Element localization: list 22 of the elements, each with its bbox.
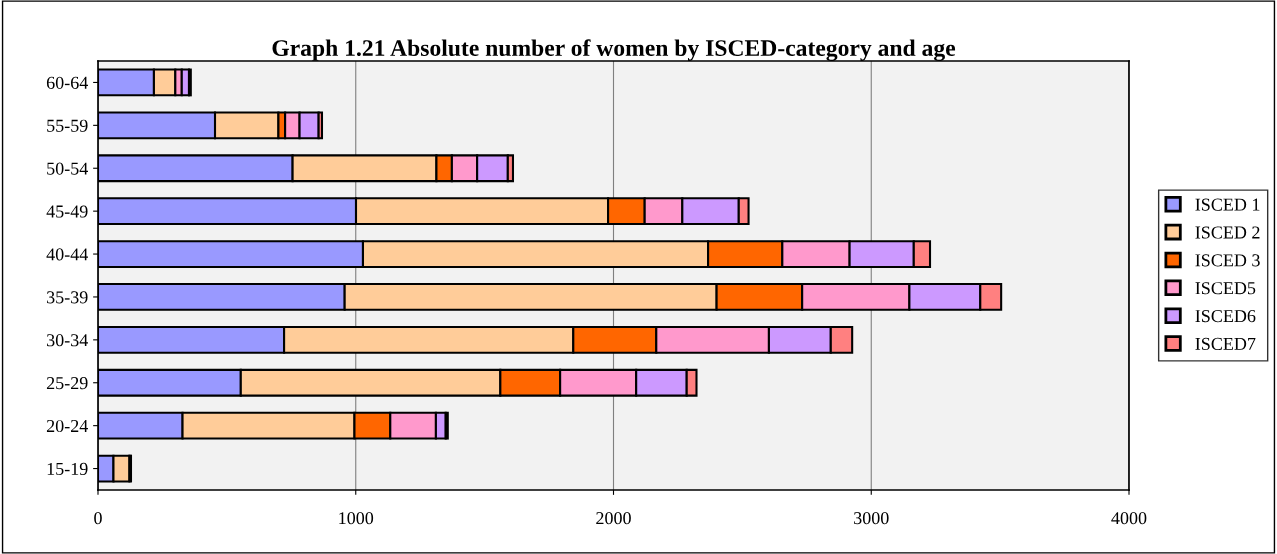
y-tick-label: 50-54 xyxy=(47,162,88,175)
legend-label: ISCED6 xyxy=(1195,310,1256,323)
y-tick-label: 15-19 xyxy=(47,462,88,475)
y-tick-label: 40-44 xyxy=(46,248,88,261)
x-tick-label: 2000 xyxy=(596,512,631,525)
legend-label: ISCED 2 xyxy=(1195,226,1260,239)
chart-title: Graph 1.21 Absolute number of women by ISCED-category and age xyxy=(272,39,956,61)
legend-label: ISCED7 xyxy=(1195,337,1256,350)
y-tick-label: 35-39 xyxy=(47,291,88,304)
legend-label: ISCED 3 xyxy=(1195,254,1260,267)
y-tick-label: 30-34 xyxy=(47,334,88,347)
y-tick-label: 25-29 xyxy=(46,377,88,390)
y-tick-label: 20-24 xyxy=(46,419,88,433)
y-tick-label: 60-64 xyxy=(46,76,88,89)
legend-label: ISCED5 xyxy=(1195,282,1256,295)
x-tick-label: 4000 xyxy=(1111,512,1147,525)
y-tick-label: 45-49 xyxy=(46,205,88,218)
legend-label: ISCED 1 xyxy=(1195,198,1260,211)
y-tick-label: 55-59 xyxy=(47,119,88,132)
x-tick-label: 0 xyxy=(94,512,102,525)
x-tick-label: 3000 xyxy=(854,512,889,525)
x-tick-label: 1000 xyxy=(339,512,374,525)
